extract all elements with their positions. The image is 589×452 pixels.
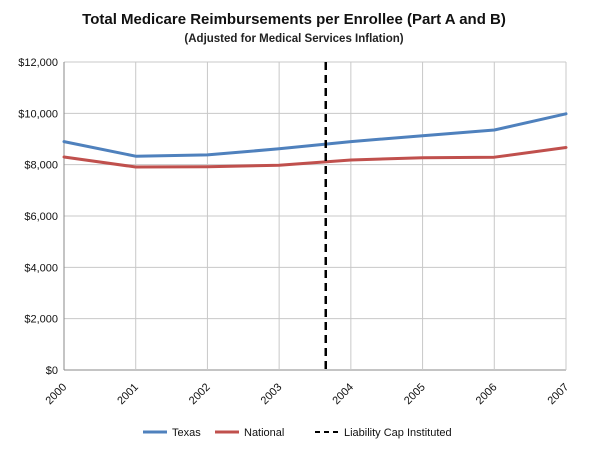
y-tick-label: $10,000 [18,108,58,120]
x-tick-label: 2005 [402,381,428,407]
series-lines [62,112,568,169]
chart-title: Total Medicare Reimbursements per Enroll… [82,11,506,28]
x-tick-label: 2000 [43,381,69,407]
series-line-national [62,146,568,169]
x-tick-label: 2001 [115,381,141,407]
x-tick-label: 2004 [330,381,356,407]
y-tick-label: $8,000 [24,160,58,172]
x-axis-ticks: 2000 2001 2002 2003 2004 2005 2006 2007 [43,381,571,407]
y-tick-label: $4,000 [24,262,58,274]
x-tick-label: 2002 [187,381,213,407]
x-tick-label: 2006 [474,381,500,407]
gridlines [63,61,567,371]
legend: Texas National Liability Cap Instituted [143,427,452,439]
legend-label: Liability Cap Instituted [344,427,452,439]
y-tick-label: $0 [46,365,58,377]
legend-label: National [244,427,284,439]
y-tick-label: $12,000 [18,57,58,69]
x-tick-label: 2003 [259,381,285,407]
series-line-texas [62,112,568,158]
legend-label: Texas [172,427,201,439]
y-tick-label: $6,000 [24,211,58,223]
y-tick-label: $2,000 [24,314,58,326]
y-axis-ticks: $0 $2,000 $4,000 $6,000 $8,000 $10,000 $12,000 [18,57,58,377]
chart-subtitle: (Adjusted for Medical Services Inflation… [184,33,403,45]
x-tick-label: 2007 [545,381,571,407]
